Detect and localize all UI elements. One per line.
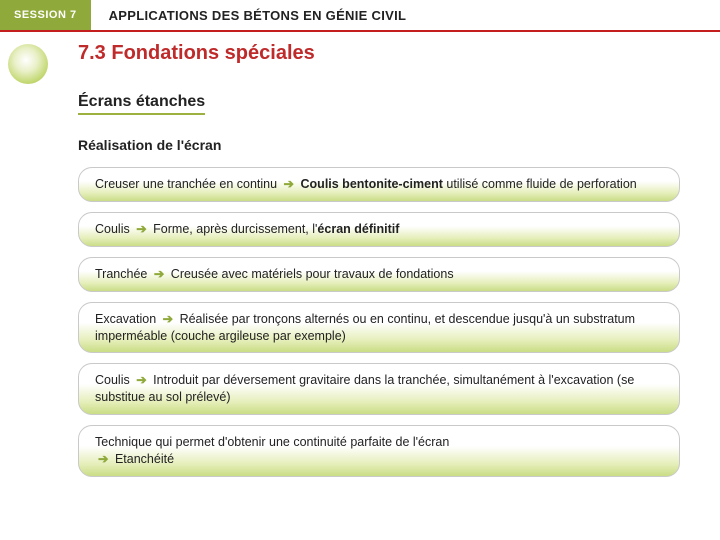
sidebar bbox=[0, 32, 54, 538]
card-text: Introduit par déversement gravitaire dan… bbox=[95, 373, 634, 404]
list-item: Creuser une tranchée en continu ➔ Coulis… bbox=[78, 167, 680, 202]
card-text: Etanchéité bbox=[111, 452, 174, 466]
list-item: Coulis ➔ Introduit par déversement gravi… bbox=[78, 363, 680, 415]
card-text: Creusée avec matériels pour travaux de f… bbox=[167, 267, 453, 281]
arrow-icon: ➔ bbox=[133, 222, 149, 236]
bullet-icon bbox=[8, 44, 48, 84]
arrow-icon: ➔ bbox=[151, 267, 167, 281]
content-area: 7.3 Fondations spéciales Écrans étanches… bbox=[54, 32, 720, 538]
card-text: Tranchée bbox=[95, 267, 151, 281]
header-bar: SESSION 7 APPLICATIONS DES BÉTONS EN GÉN… bbox=[0, 0, 720, 32]
subheading-2: Réalisation de l'écran bbox=[78, 137, 680, 153]
card-text: Coulis bbox=[95, 222, 133, 236]
title-text: APPLICATIONS DES BÉTONS EN GÉNIE CIVIL bbox=[109, 8, 407, 23]
arrow-icon: ➔ bbox=[133, 373, 149, 387]
card-text: Creuser une tranchée en continu bbox=[95, 177, 281, 191]
subheading-1: Écrans étanches bbox=[78, 93, 205, 115]
card-text: Technique qui permet d'obtenir une conti… bbox=[95, 435, 449, 449]
session-label: SESSION 7 bbox=[14, 9, 77, 21]
list-item: Coulis ➔ Forme, après durcissement, l'éc… bbox=[78, 212, 680, 247]
card-text: Coulis bbox=[95, 373, 133, 387]
card-text: Réalisée par tronçons alternés ou en con… bbox=[95, 312, 635, 343]
card-text: Forme, après durcissement, l' bbox=[150, 222, 318, 236]
card-bold: Coulis bentonite-ciment bbox=[301, 177, 443, 191]
list-item: Technique qui permet d'obtenir une conti… bbox=[78, 425, 680, 477]
card-bold: écran définitif bbox=[317, 222, 399, 236]
session-tab: SESSION 7 bbox=[0, 0, 91, 30]
app-title: APPLICATIONS DES BÉTONS EN GÉNIE CIVIL bbox=[91, 0, 720, 30]
sub1-wrap: Écrans étanches bbox=[78, 93, 680, 127]
arrow-icon: ➔ bbox=[160, 312, 176, 326]
card-text: Excavation bbox=[95, 312, 160, 326]
arrow-icon: ➔ bbox=[281, 177, 297, 191]
arrow-icon: ➔ bbox=[95, 452, 111, 466]
section-title: 7.3 Fondations spéciales bbox=[78, 42, 680, 65]
list-item: Excavation ➔ Réalisée par tronçons alter… bbox=[78, 302, 680, 354]
card-text: utilisé comme fluide de perforation bbox=[443, 177, 637, 191]
list-item: Tranchée ➔ Creusée avec matériels pour t… bbox=[78, 257, 680, 292]
body-area: 7.3 Fondations spéciales Écrans étanches… bbox=[0, 32, 720, 538]
